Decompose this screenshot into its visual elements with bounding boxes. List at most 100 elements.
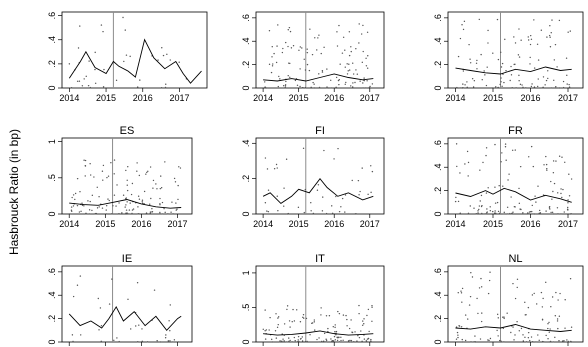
data-point: [126, 189, 129, 192]
data-point: [80, 334, 82, 336]
data-point: [89, 163, 91, 165]
data-point: [541, 318, 544, 321]
data-point: [159, 197, 161, 200]
data-point: [98, 206, 100, 208]
data-point: [486, 66, 488, 68]
data-point: [557, 327, 559, 330]
data-point: [558, 19, 561, 22]
y-tick-label: .2: [241, 61, 251, 69]
data-point: [549, 25, 551, 27]
data-point: [547, 323, 549, 325]
data-point: [370, 165, 372, 167]
data-point: [354, 213, 356, 215]
data-point: [128, 213, 130, 215]
data-point: [371, 320, 373, 322]
data-point: [487, 29, 489, 32]
data-point: [155, 183, 157, 185]
x-tick-label: 2015: [289, 93, 309, 103]
data-point: [457, 292, 459, 294]
data-point: [487, 187, 489, 189]
data-point: [83, 205, 85, 207]
data-point: [125, 209, 128, 211]
x-tick-label: 2017: [169, 93, 189, 103]
data-point: [304, 340, 307, 343]
data-point: [489, 206, 491, 208]
data-point: [480, 53, 482, 56]
data-point: [351, 331, 353, 333]
data-point: [175, 209, 177, 211]
data-point: [70, 206, 73, 208]
data-point: [535, 341, 537, 343]
data-point: [286, 308, 288, 311]
data-point: [172, 213, 174, 215]
data-point: [568, 173, 570, 175]
data-point: [461, 287, 464, 290]
data-point: [510, 74, 513, 76]
data-point: [98, 196, 100, 198]
data-point: [72, 340, 74, 343]
data-point: [138, 198, 141, 200]
data-point: [503, 81, 505, 84]
data-point: [558, 339, 560, 342]
data-point: [299, 68, 301, 70]
y-tick-label: .4: [433, 37, 443, 45]
data-point: [123, 60, 125, 63]
data-point: [350, 46, 352, 48]
data-point: [458, 324, 460, 327]
data-point: [352, 82, 354, 84]
y-tick-label: .2: [433, 315, 443, 323]
data-point: [514, 42, 517, 44]
data-point: [108, 199, 110, 202]
data-point: [515, 87, 517, 89]
data-point: [345, 81, 347, 84]
data-point: [520, 327, 523, 330]
data-point: [276, 167, 278, 169]
data-point: [106, 176, 108, 179]
data-point: [126, 201, 128, 203]
data-point: [318, 341, 320, 343]
data-point: [160, 175, 162, 177]
data-point: [149, 166, 152, 168]
data-point: [524, 314, 526, 316]
data-point: [570, 340, 572, 343]
x-tick-label: 2016: [324, 93, 344, 103]
data-point: [316, 338, 318, 341]
data-point: [550, 211, 552, 214]
data-point: [540, 291, 543, 294]
data-point: [306, 51, 309, 54]
data-point: [100, 340, 102, 343]
data-point: [317, 184, 320, 186]
data-point: [275, 163, 278, 166]
data-point: [354, 331, 356, 333]
data-point: [71, 334, 74, 336]
data-point: [103, 68, 105, 71]
data-point: [474, 341, 476, 343]
data-point: [108, 303, 111, 305]
data-point: [551, 19, 553, 21]
data-point: [320, 340, 323, 343]
data-point: [130, 328, 132, 330]
data-point: [362, 320, 364, 322]
data-point: [469, 58, 471, 60]
data-point: [543, 164, 545, 166]
data-point: [176, 208, 178, 210]
data-point: [461, 301, 463, 303]
data-point: [179, 167, 182, 169]
data-point: [268, 63, 271, 66]
data-point: [528, 156, 530, 158]
data-point: [346, 63, 348, 65]
data-point: [468, 304, 471, 306]
data-point: [331, 212, 334, 215]
data-point: [529, 63, 531, 65]
data-point: [529, 339, 531, 342]
data-point: [547, 327, 549, 330]
x-tick-label: 2015: [289, 219, 309, 229]
data-point: [112, 205, 114, 207]
data-point: [542, 76, 545, 78]
data-point: [456, 86, 458, 89]
data-point: [459, 37, 462, 40]
data-point: [84, 159, 87, 162]
data-point: [457, 200, 460, 203]
data-point: [273, 168, 276, 170]
